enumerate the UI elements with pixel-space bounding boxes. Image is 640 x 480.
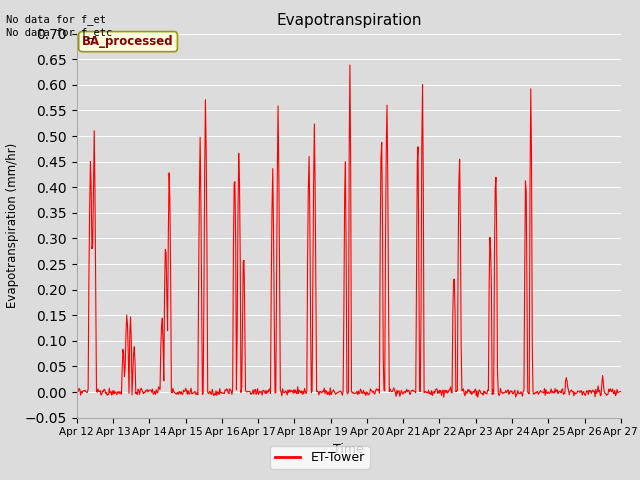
X-axis label: Time: Time: [333, 443, 364, 456]
Text: No data for f_et
No data for f_etc: No data for f_et No data for f_etc: [6, 14, 113, 38]
Legend: ET-Tower: ET-Tower: [270, 446, 370, 469]
Y-axis label: Evapotranspiration (mm/hr): Evapotranspiration (mm/hr): [6, 143, 19, 308]
Text: BA_processed: BA_processed: [82, 35, 174, 48]
Title: Evapotranspiration: Evapotranspiration: [276, 13, 422, 28]
